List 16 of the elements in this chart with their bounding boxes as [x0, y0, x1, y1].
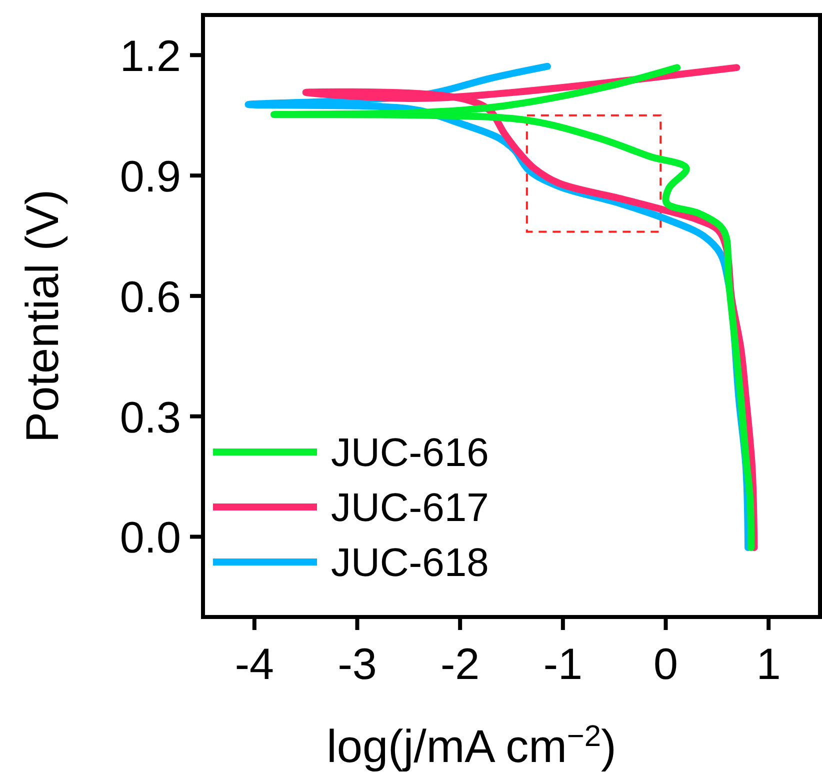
- x-tick-label: 0: [654, 640, 678, 689]
- y-tick-label: 0.0: [120, 514, 181, 563]
- y-tick-label: 0.6: [120, 272, 181, 322]
- x-tick-label: -2: [440, 640, 480, 689]
- legend-label: JUC-616: [331, 431, 489, 475]
- y-tick-label: 0.9: [120, 152, 181, 202]
- y-axis-title: Potential (V): [16, 189, 68, 443]
- legend-label: JUC-618: [331, 541, 489, 585]
- x-tick-label: -3: [338, 640, 377, 689]
- y-tick-label: 0.3: [120, 393, 181, 442]
- x-tick-label: 1: [756, 640, 781, 689]
- x-tick-label: -1: [543, 640, 582, 689]
- y-tick-label: 1.2: [120, 32, 181, 82]
- legend-label: JUC-617: [331, 486, 489, 530]
- x-axis-title: log(j/mA cm$^{−2}$): [326, 720, 616, 772]
- x-tick-label: -4: [234, 640, 274, 689]
